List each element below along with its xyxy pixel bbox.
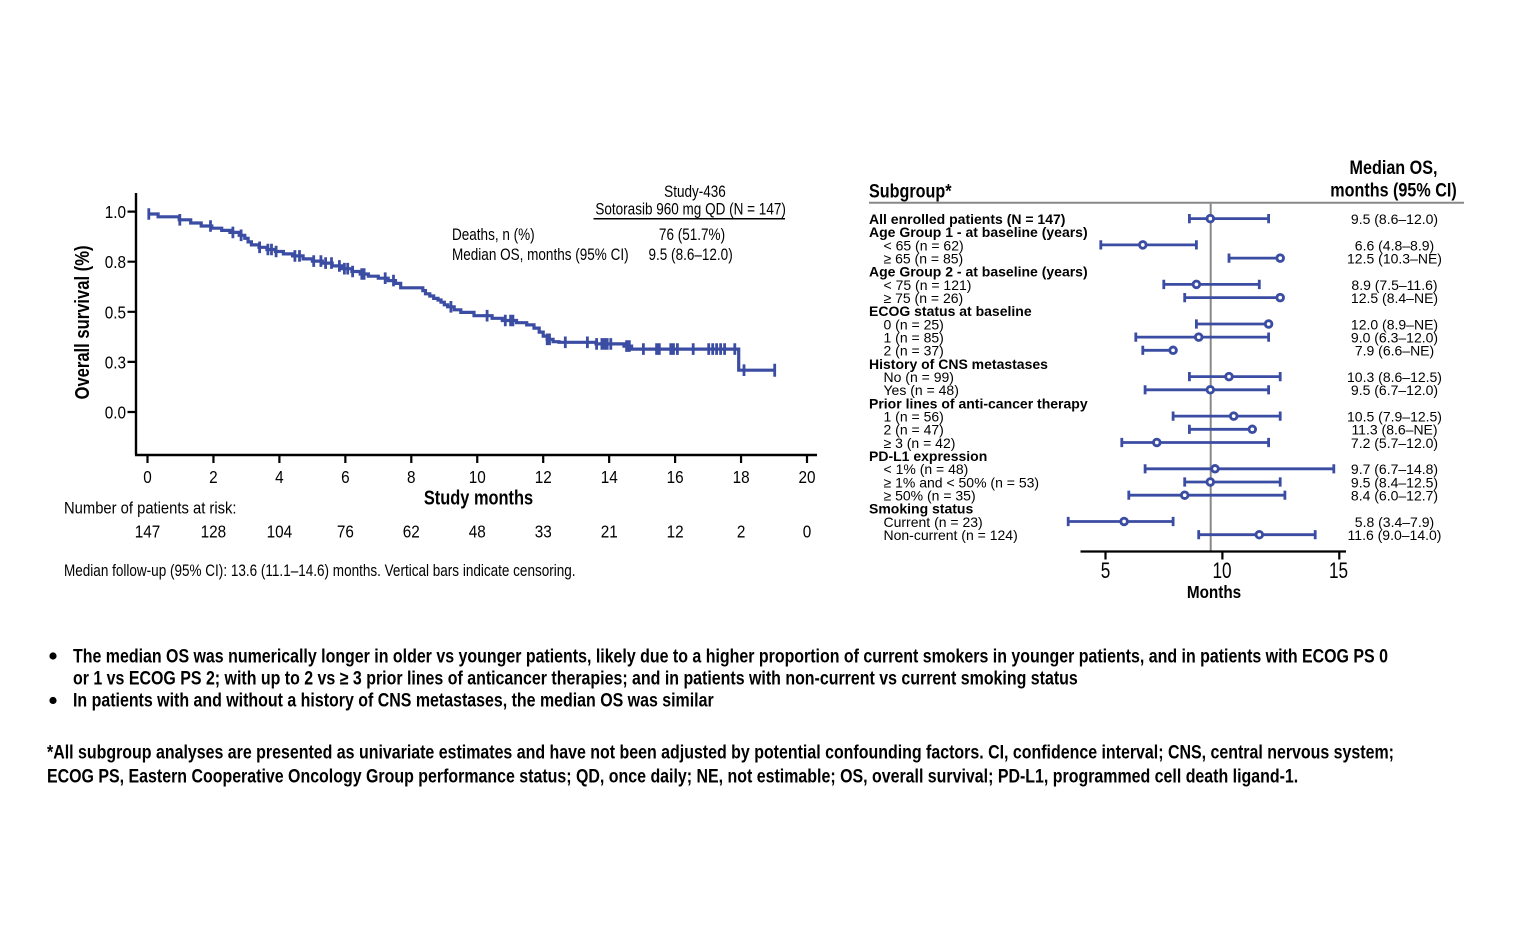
svg-text:6: 6 — [341, 467, 350, 487]
svg-text:< 75 (n = 121): < 75 (n = 121) — [884, 277, 972, 293]
svg-text:5: 5 — [1101, 559, 1111, 584]
svg-text:The median OS was numerically: The median OS was numerically longer in … — [73, 645, 1388, 667]
svg-text:0 (n = 25): 0 (n = 25) — [884, 316, 944, 332]
svg-text:1 (n = 56): 1 (n = 56) — [884, 409, 944, 425]
svg-text:16: 16 — [667, 467, 684, 487]
svg-text:12.5 (8.4–NE): 12.5 (8.4–NE) — [1351, 290, 1438, 306]
svg-text:≥ 75 (n = 26): ≥ 75 (n = 26) — [884, 290, 964, 306]
svg-text:9.5 (8.6–12.0): 9.5 (8.6–12.0) — [649, 246, 733, 265]
svg-text:12.0 (8.9–NE): 12.0 (8.9–NE) — [1351, 316, 1438, 332]
svg-text:11.6 (9.0–14.0): 11.6 (9.0–14.0) — [1348, 527, 1442, 543]
svg-text:9.5 (6.7–12.0): 9.5 (6.7–12.0) — [1351, 382, 1438, 398]
svg-text:8.4 (6.0–12.7): 8.4 (6.0–12.7) — [1351, 488, 1438, 504]
svg-text:Smoking status: Smoking status — [869, 501, 973, 517]
svg-text:12.5 (10.3–NE): 12.5 (10.3–NE) — [1347, 251, 1442, 267]
svg-text:1.0: 1.0 — [105, 202, 126, 222]
svg-text:Median follow-up (95% CI): 13.: Median follow-up (95% CI): 13.6 (11.1–14… — [64, 562, 576, 581]
svg-text:12: 12 — [667, 521, 684, 541]
svg-text:No (n = 99): No (n = 99) — [884, 369, 954, 385]
svg-text:0.8: 0.8 — [105, 252, 126, 272]
svg-text:1 (n = 85): 1 (n = 85) — [884, 330, 944, 346]
svg-text:0.0: 0.0 — [105, 402, 126, 422]
svg-text:9.5 (8.4–12.5): 9.5 (8.4–12.5) — [1351, 474, 1438, 490]
svg-text:4: 4 — [275, 467, 284, 487]
svg-text:12: 12 — [535, 467, 552, 487]
svg-text:All enrolled patients (N = 147: All enrolled patients (N = 147) — [869, 211, 1065, 227]
svg-text:2 (n = 47): 2 (n = 47) — [884, 422, 944, 438]
svg-text:9.0 (6.3–12.0): 9.0 (6.3–12.0) — [1351, 330, 1438, 346]
svg-text:Current (n = 23): Current (n = 23) — [884, 514, 983, 530]
svg-text:10.3 (8.6–12.5): 10.3 (8.6–12.5) — [1347, 369, 1442, 385]
svg-text:Study-436: Study-436 — [664, 183, 726, 202]
svg-text:62: 62 — [403, 521, 420, 541]
svg-text:History of CNS metastases: History of CNS metastases — [869, 356, 1048, 372]
svg-text:or 1 vs ECOG PS 2; with up to: or 1 vs ECOG PS 2; with up to 2 vs ≥ 3 p… — [73, 667, 1078, 689]
svg-text:months (95% CI): months (95% CI) — [1330, 179, 1456, 201]
svg-text:76 (51.7%): 76 (51.7%) — [659, 226, 725, 245]
svg-text:7.9 (6.6–NE): 7.9 (6.6–NE) — [1355, 343, 1434, 359]
svg-text:In patients with and without a: In patients with and without a history o… — [73, 689, 714, 711]
svg-text:2: 2 — [737, 521, 746, 541]
svg-text:9.5 (8.6–12.0): 9.5 (8.6–12.0) — [1351, 211, 1438, 227]
svg-text:Subgroup*: Subgroup* — [869, 180, 952, 202]
svg-text:48: 48 — [469, 521, 486, 541]
svg-text:147: 147 — [135, 521, 161, 541]
svg-text:< 65 (n = 62): < 65 (n = 62) — [884, 237, 964, 253]
svg-text:0: 0 — [143, 467, 152, 487]
svg-text:PD-L1 expression: PD-L1 expression — [869, 448, 987, 464]
svg-text:14: 14 — [601, 467, 618, 487]
svg-text:128: 128 — [201, 521, 227, 541]
svg-text:Age Group 1 - at baseline (yea: Age Group 1 - at baseline (years) — [869, 224, 1088, 240]
svg-text:8: 8 — [407, 467, 416, 487]
svg-text:10: 10 — [469, 467, 486, 487]
svg-text:11.3 (8.6–NE): 11.3 (8.6–NE) — [1351, 422, 1437, 438]
svg-text:2 (n = 37): 2 (n = 37) — [884, 343, 944, 359]
svg-text:104: 104 — [267, 521, 293, 541]
svg-text:Yes (n = 48): Yes (n = 48) — [884, 382, 959, 398]
svg-text:18: 18 — [733, 467, 750, 487]
svg-text:Deaths, n (%): Deaths, n (%) — [452, 226, 535, 245]
svg-text:≥ 65 (n = 85): ≥ 65 (n = 85) — [884, 251, 964, 267]
svg-text:9.7 (6.7–14.8): 9.7 (6.7–14.8) — [1351, 461, 1438, 477]
svg-text:≥ 50% (n = 35): ≥ 50% (n = 35) — [884, 488, 976, 504]
svg-text:0.5: 0.5 — [105, 302, 126, 322]
svg-text:15: 15 — [1329, 559, 1348, 584]
svg-text:Age Group 2 - at baseline (yea: Age Group 2 - at baseline (years) — [869, 264, 1088, 280]
svg-text:33: 33 — [535, 521, 552, 541]
svg-text:10: 10 — [1212, 559, 1231, 584]
svg-text:Median OS, months (95% CI): Median OS, months (95% CI) — [452, 246, 629, 265]
svg-text:*All subgroup analyses are pre: *All subgroup analyses are presented as … — [47, 741, 1394, 763]
svg-text:≥ 1% and < 50% (n = 53): ≥ 1% and < 50% (n = 53) — [884, 474, 1040, 490]
svg-text:Number of patients at risk:: Number of patients at risk: — [64, 500, 237, 518]
svg-text:0: 0 — [803, 521, 812, 541]
svg-text:ECOG status at baseline: ECOG status at baseline — [869, 303, 1032, 319]
svg-text:5.8 (3.4–7.9): 5.8 (3.4–7.9) — [1355, 514, 1434, 530]
svg-text:2: 2 — [209, 467, 218, 487]
svg-text:< 1% (n = 48): < 1% (n = 48) — [884, 461, 969, 477]
svg-text:20: 20 — [798, 467, 815, 487]
svg-text:Months: Months — [1187, 582, 1241, 602]
svg-text:21: 21 — [601, 521, 618, 541]
svg-text:Sotorasib 960 mg QD (N = 147): Sotorasib 960 mg QD (N = 147) — [595, 200, 786, 219]
svg-text:Non-current (n = 124): Non-current (n = 124) — [884, 527, 1018, 543]
svg-text:6.6 (4.8–8.9): 6.6 (4.8–8.9) — [1355, 237, 1434, 253]
svg-text:Overall survival (%): Overall survival (%) — [71, 246, 94, 400]
svg-text:Median OS,: Median OS, — [1350, 157, 1438, 179]
svg-text:76: 76 — [337, 521, 354, 541]
svg-text:Prior lines of anti-cancer the: Prior lines of anti-cancer therapy — [869, 395, 1088, 411]
svg-text:≥ 3 (n = 42): ≥ 3 (n = 42) — [884, 435, 956, 451]
svg-text:10.5 (7.9–12.5): 10.5 (7.9–12.5) — [1347, 409, 1442, 425]
svg-text:7.2 (5.7–12.0): 7.2 (5.7–12.0) — [1351, 435, 1438, 451]
svg-text:ECOG PS, Eastern Cooperative O: ECOG PS, Eastern Cooperative Oncology Gr… — [47, 765, 1298, 787]
svg-text:Study months: Study months — [424, 486, 533, 509]
svg-text:0.3: 0.3 — [105, 352, 126, 372]
svg-text:8.9 (7.5–11.6): 8.9 (7.5–11.6) — [1351, 277, 1437, 293]
